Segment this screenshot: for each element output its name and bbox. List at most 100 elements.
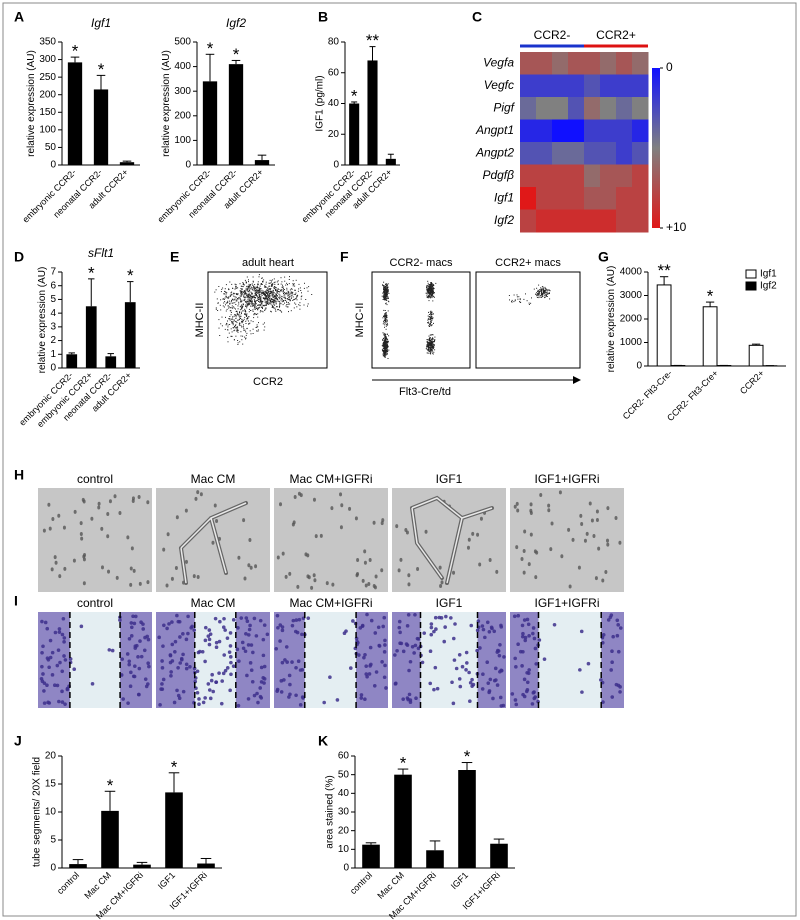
event-dot [545,287,546,288]
event-dot [246,313,247,314]
event-dot [261,300,262,301]
event-dot [276,301,277,302]
event-dot [269,303,270,304]
event-dot [386,289,387,290]
cell-nucleus [363,653,367,657]
event-dot [428,295,429,296]
cell [580,522,583,526]
event-dot [428,297,429,298]
event-dot [241,326,242,327]
event-dot [386,337,387,338]
event-dot [286,304,287,305]
event-dot [227,309,228,310]
event-dot [431,320,432,321]
event-dot [244,297,245,298]
legend-swatch [746,282,756,290]
event-dot [388,310,389,311]
heat-cell [568,75,585,98]
event-dot [270,283,271,284]
event-dot [260,298,261,299]
event-dot [261,284,262,285]
event-dot [388,342,389,343]
heat-cell [552,142,569,165]
cell-nucleus [186,615,190,619]
event-dot [253,277,254,278]
cell [114,494,117,498]
event-dot [258,297,259,298]
event-dot [433,348,434,349]
event-dot [384,316,385,317]
event-dot [384,299,385,300]
event-dot [272,293,273,294]
event-dot [276,303,277,304]
event-dot [385,351,386,352]
event-dot [384,354,385,355]
event-dot [292,292,293,293]
event-dot [228,305,229,306]
event-dot [385,310,386,311]
cell-nucleus [64,658,68,662]
event-dot [244,309,245,310]
cell-nucleus [408,693,412,697]
cell-nucleus [398,631,402,635]
heat-cell [584,165,601,188]
event-dot [278,297,279,298]
cell [63,526,66,530]
event-dot [431,318,432,319]
event-dot [541,297,542,298]
event-dot [216,307,217,308]
cell-nucleus [237,704,241,708]
y-tick-label: 100 [174,135,191,146]
event-dot [246,295,247,296]
event-dot [536,292,537,293]
event-dot [283,287,284,288]
event-dot [259,289,260,290]
cell [277,556,280,560]
cell-nucleus [464,668,468,672]
cell [441,580,444,584]
event-dot [242,336,243,337]
event-dot [386,291,387,292]
event-dot [232,331,233,332]
y-tick-label: 350 [39,37,56,48]
cell-nucleus [494,678,498,682]
event-dot [269,302,270,303]
cell-nucleus [180,657,184,661]
event-dot [434,337,435,338]
cell-nucleus [449,616,453,620]
event-dot [233,296,234,297]
event-dot [237,326,238,327]
cell-nucleus [217,671,221,675]
cell-nucleus [189,626,193,630]
event-dot [258,308,259,309]
event-dot [257,309,258,310]
cell [116,576,119,580]
cell-nucleus [185,667,189,671]
cell-nucleus [616,623,620,627]
event-dot [234,320,235,321]
event-dot [384,346,385,347]
event-dot [247,303,248,304]
event-dot [284,289,285,290]
cell-nucleus [127,663,131,667]
event-dot [251,299,252,300]
heat-cell [568,97,585,120]
event-dot [222,299,223,300]
cell-nucleus [393,653,397,657]
bar [386,159,396,165]
event-dot [245,293,246,294]
event-dot [251,320,252,321]
cell-nucleus [527,671,531,675]
event-dot [273,306,274,307]
cell [586,532,589,536]
heat-cell [616,187,633,210]
event-dot [237,327,238,328]
y-axis-label: relative expression (AU) [161,50,172,157]
y-tick-label: 400 [174,61,191,72]
event-dot [269,297,270,298]
event-dot [384,355,385,356]
event-dot [301,296,302,297]
event-dot [269,291,270,292]
cell-nucleus [62,640,66,644]
event-dot [272,301,273,302]
